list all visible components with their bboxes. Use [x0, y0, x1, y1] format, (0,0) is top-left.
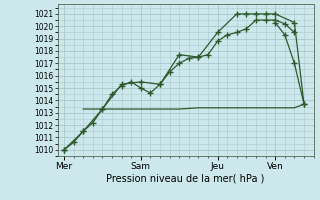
- X-axis label: Pression niveau de la mer( hPa ): Pression niveau de la mer( hPa ): [107, 173, 265, 183]
